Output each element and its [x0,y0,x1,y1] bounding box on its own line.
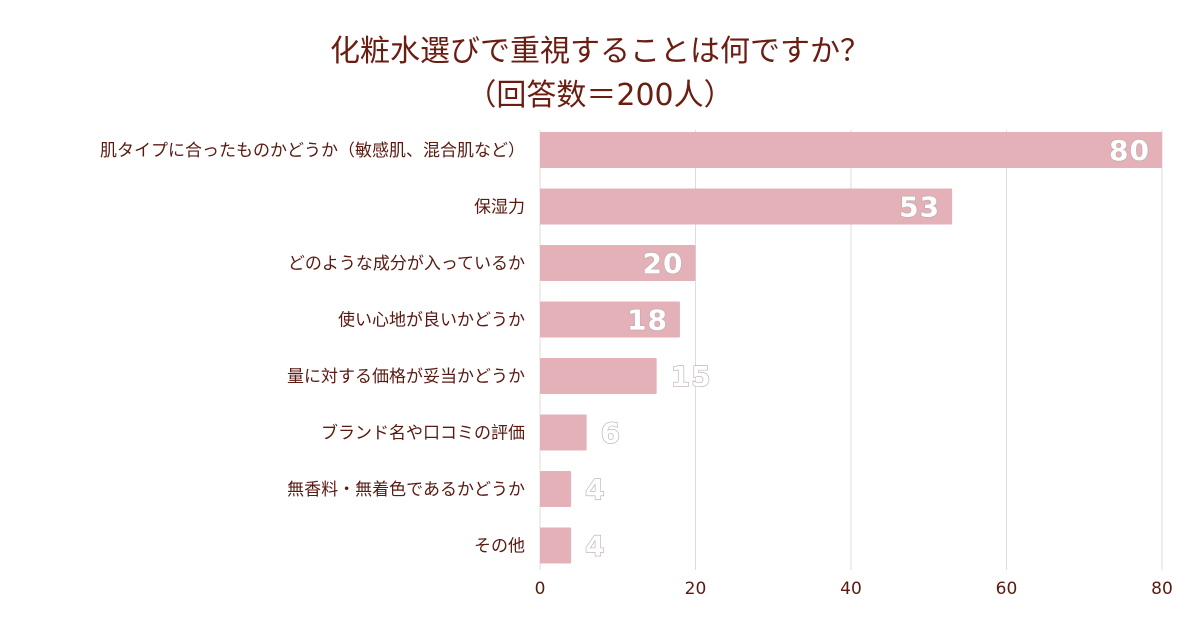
data-label: 80 [1109,134,1150,167]
data-label: 6 [601,417,621,450]
chart-subtitle: （回答数＝200人） [466,78,734,113]
bar [540,358,657,394]
data-label: 4 [585,473,605,506]
category-label: 保湿力 [474,198,525,218]
data-label: 15 [671,360,712,393]
chart-title: 化粧水選びで重視することは何ですか？ [330,34,870,69]
category-label: 無香料・無着色であるかどうか [287,480,525,500]
bar [540,471,572,507]
bar [540,245,696,281]
data-label: 18 [627,304,668,337]
category-label: 量に対する価格が妥当かどうか [287,367,525,387]
category-label: その他 [474,537,525,557]
x-tick-label: 60 [996,579,1018,599]
x-tick-label: 0 [535,579,546,599]
bar [540,301,680,338]
data-label: 53 [899,191,940,224]
data-label: 20 [643,247,684,280]
bar [540,414,587,451]
x-tick-label: 20 [685,579,707,599]
bar [540,132,1162,168]
bar [540,188,953,225]
x-tick-label: 80 [1151,579,1173,599]
category-label: ブランド名や口コミの評価 [321,423,525,444]
x-tick-label: 40 [840,579,862,599]
bar [540,527,572,564]
category-label: 使い心地が良いかどうか [338,310,525,331]
category-label: 肌タイプに合ったものかどうか（敏感肌、混合肌など） [100,141,525,161]
data-label: 4 [585,530,605,563]
category-label: どのような成分が入っているか [288,254,525,274]
